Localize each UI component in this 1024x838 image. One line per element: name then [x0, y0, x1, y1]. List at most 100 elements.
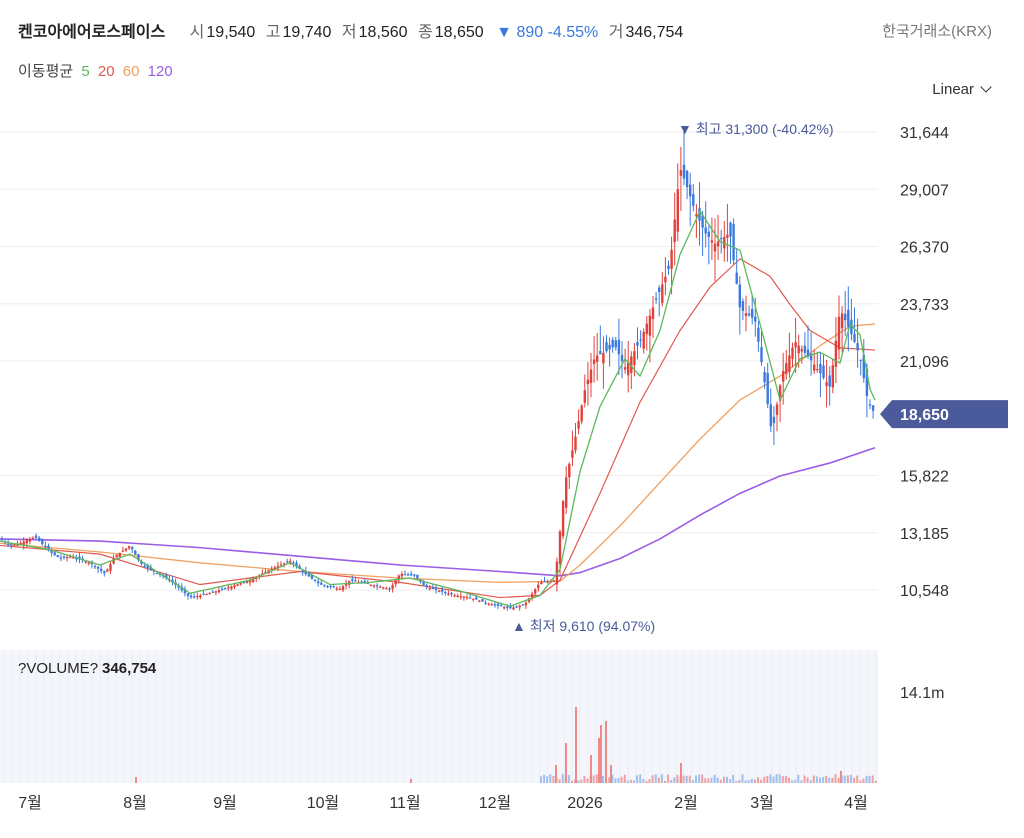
volume-bar — [856, 775, 859, 783]
ma-5[interactable]: 5 — [81, 63, 90, 80]
candle-body — [580, 405, 583, 422]
candle-body — [34, 535, 38, 538]
candle-body — [828, 375, 831, 387]
volume-bar — [600, 725, 602, 783]
candle-body — [534, 589, 537, 594]
candle-body — [313, 579, 317, 581]
volume-bar — [657, 777, 660, 783]
candle-body — [850, 319, 853, 335]
volume-bar — [595, 774, 598, 783]
volume-bar — [859, 780, 862, 783]
candle-body — [844, 313, 847, 321]
volume-bar — [837, 777, 840, 783]
candle-body — [351, 579, 354, 581]
candle-body — [673, 219, 676, 243]
x-tick-label: 12월 — [479, 794, 512, 812]
volume-bar — [667, 774, 670, 783]
candle-body — [239, 583, 242, 585]
volume-bar — [701, 774, 704, 783]
candle-body — [338, 588, 342, 591]
y-tick-label: 31,644 — [900, 125, 949, 142]
candle-body — [515, 606, 518, 608]
candle-body — [453, 595, 456, 597]
volume-bar — [753, 779, 756, 783]
volume-bar — [558, 779, 561, 783]
candle-body — [602, 352, 605, 364]
candle-body — [596, 355, 599, 362]
volume-bar — [788, 777, 790, 783]
volume-bar — [815, 776, 818, 783]
candle-body — [664, 276, 667, 283]
ma-120[interactable]: 120 — [147, 63, 173, 80]
candle-body — [279, 564, 283, 566]
candle-body — [208, 593, 211, 595]
candle-body — [524, 602, 528, 606]
volume-panel-label: ?VOLUME? 346,754 — [18, 660, 156, 677]
candle-body — [862, 354, 865, 379]
candle-body — [75, 558, 78, 560]
x-tick-label: 8월 — [123, 794, 147, 812]
volume-bar — [605, 721, 607, 783]
ma-60[interactable]: 60 — [122, 63, 140, 80]
candle-body — [530, 593, 534, 598]
volume-bar — [685, 775, 688, 783]
volume-bar — [707, 778, 710, 783]
candle-body — [189, 595, 193, 598]
volume-bar — [726, 776, 728, 783]
ma-20[interactable]: 20 — [97, 63, 115, 80]
scale-mode-dropdown[interactable]: Linear — [932, 81, 992, 98]
volume-bar — [750, 778, 753, 783]
ma-label: 이동평균 — [18, 63, 74, 80]
volume-bar — [552, 775, 555, 783]
ma5-line — [0, 210, 876, 607]
candle-body — [379, 586, 382, 588]
candle-body — [561, 501, 565, 537]
candle-body — [468, 597, 472, 599]
candle-body — [738, 284, 741, 308]
volume-bar — [803, 775, 806, 783]
candle-body — [747, 313, 751, 316]
candle-body — [791, 347, 794, 359]
candle-body — [831, 365, 834, 388]
candle-body — [403, 574, 407, 576]
close-value: 18,650 — [434, 24, 484, 41]
volume-bar — [741, 774, 744, 783]
candle-body — [7, 543, 10, 546]
volume-bar — [688, 775, 691, 783]
candle-body — [645, 323, 648, 335]
candle-body — [220, 588, 224, 591]
candle-body — [428, 588, 431, 590]
volume-bar — [868, 775, 871, 783]
volume-bar — [633, 780, 635, 783]
candle-body — [456, 595, 459, 597]
volume-bar — [410, 779, 412, 783]
candle-body — [667, 265, 670, 270]
volume-bar — [626, 780, 629, 783]
volume-bar — [809, 780, 812, 783]
candle-body — [558, 531, 562, 564]
candle-body — [459, 596, 462, 598]
candle-body — [487, 603, 490, 605]
volume-axis-label: 14.1m — [900, 685, 944, 702]
candle-body — [53, 552, 56, 556]
volume-bar — [850, 774, 852, 783]
volume-bar — [540, 776, 542, 783]
candle-body — [778, 385, 782, 401]
candle-body — [385, 588, 388, 590]
candle-body — [28, 538, 32, 542]
volume-bar — [620, 776, 623, 783]
candle-body — [217, 590, 221, 593]
low-marker: ▲ 최저 9,610 (94.07%) — [512, 618, 655, 634]
volume-bar — [713, 774, 716, 783]
candle-body — [589, 369, 593, 383]
candle-body — [803, 345, 807, 353]
candle-body — [304, 570, 307, 575]
moving-average-legend[interactable]: 이동평균 5 20 60 120 — [18, 60, 173, 81]
volume-bar — [567, 775, 570, 783]
candle-body — [137, 554, 140, 561]
candle-body — [59, 557, 63, 559]
candle-body — [766, 373, 769, 405]
y-tick-label: 23,733 — [900, 297, 949, 314]
volume-bar — [691, 780, 694, 783]
